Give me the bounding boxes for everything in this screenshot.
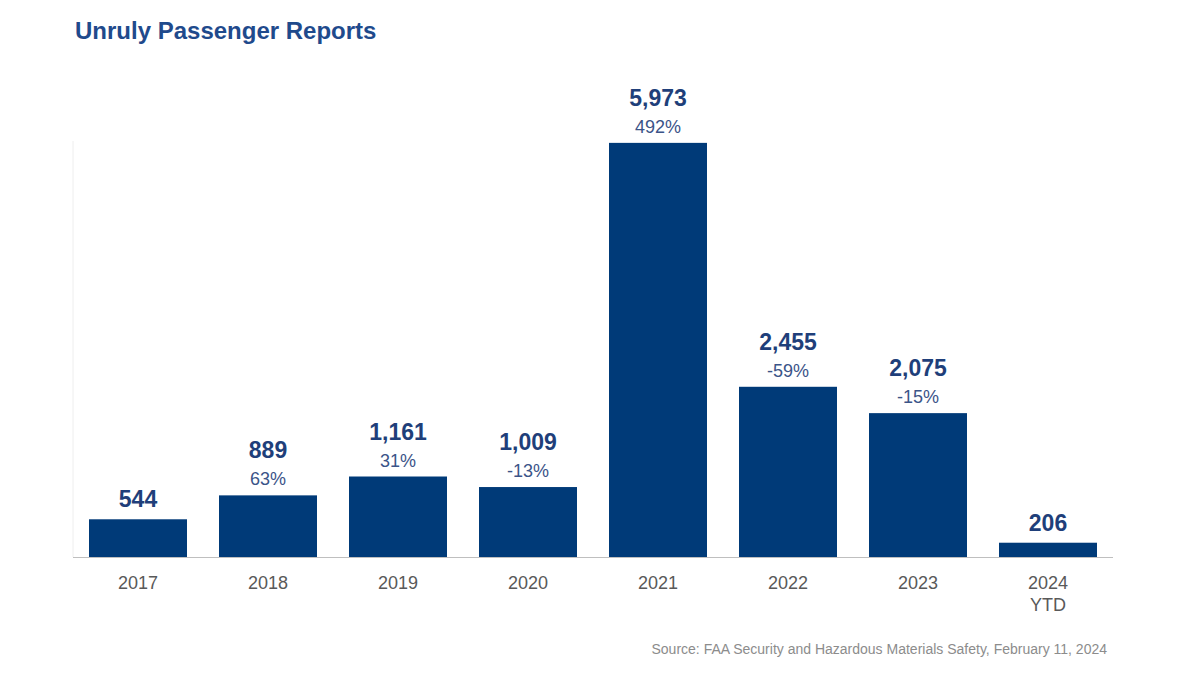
x-tick-label: 2018 <box>248 573 288 593</box>
data-label: 1,009 <box>499 429 557 455</box>
change-label: -15% <box>897 387 939 407</box>
bar <box>479 487 577 557</box>
change-label: 31% <box>380 451 416 471</box>
change-label: -13% <box>507 461 549 481</box>
data-label: 889 <box>249 437 287 463</box>
chart-container: Unruly Passenger Reports 544 889 63% 1,161 31… <box>0 0 1200 675</box>
bars <box>89 143 1097 557</box>
data-label: 206 <box>1029 510 1067 536</box>
title: Unruly Passenger Reports <box>75 17 376 44</box>
bar <box>349 477 447 557</box>
x-axis-line <box>73 557 1113 558</box>
data-label: 1,161 <box>369 419 427 445</box>
data-label: 2,075 <box>889 355 947 381</box>
change-label: -59% <box>767 361 809 381</box>
bar <box>219 495 317 557</box>
bar <box>739 387 837 557</box>
x-tick-label: 2020 <box>508 573 548 593</box>
x-tick-label: 2017 <box>118 573 158 593</box>
change-label: 492% <box>635 117 681 137</box>
bar <box>89 519 187 557</box>
x-tick-label: 2024YTD <box>1028 573 1068 615</box>
y-axis-line <box>73 141 74 557</box>
x-tick-label: 2023 <box>898 573 938 593</box>
bar <box>869 413 967 557</box>
data-label: 2,455 <box>759 329 817 355</box>
bar <box>999 543 1097 557</box>
x-tick-label: 2019 <box>378 573 418 593</box>
data-label: 544 <box>119 486 158 512</box>
bar <box>609 143 707 557</box>
x-tick-label: 2022 <box>768 573 808 593</box>
data-label: 5,973 <box>629 85 687 111</box>
source-note: Source: FAA Security and Hazardous Mater… <box>652 641 1108 657</box>
x-tick-label: 2021 <box>638 573 678 593</box>
chart-svg: Unruly Passenger Reports 544 889 63% 1,161 31… <box>0 0 1200 675</box>
change-label: 63% <box>250 469 286 489</box>
